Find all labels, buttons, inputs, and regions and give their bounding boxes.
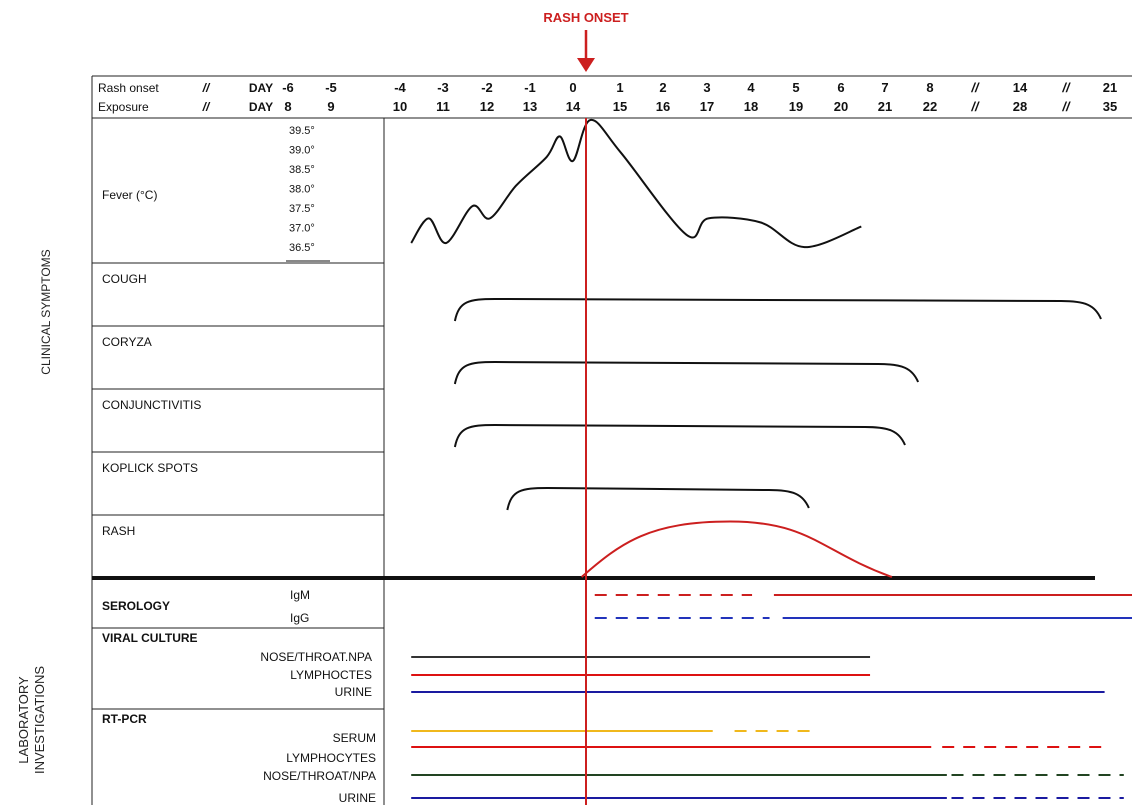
header-day-word: DAY xyxy=(249,100,273,114)
header-exposure-day: 18 xyxy=(744,99,758,114)
viral-culture-title: VIRAL CULTURE xyxy=(102,631,198,645)
header-exposure-day: 28 xyxy=(1013,99,1027,114)
fever-temp-label: 36.5° xyxy=(289,242,315,254)
rt-pcr-label-serum: SERUM xyxy=(333,731,376,745)
header-rash-day: // xyxy=(1061,80,1071,95)
serology-label-igg: IgG xyxy=(290,611,309,625)
viral-culture-label-npa: NOSE/THROAT.NPA xyxy=(260,650,372,664)
lab-label-line1: LABORATORY xyxy=(16,676,31,764)
header-rash-day: 14 xyxy=(1013,80,1028,95)
header-rash-day: -4 xyxy=(394,80,406,95)
header-exposure-day: 10 xyxy=(393,99,407,114)
rt-pcr-label-lymphocytes: LYMPHOCYTES xyxy=(286,751,376,765)
header-rash-onset-label: Rash onset xyxy=(98,81,159,95)
viral-culture-label-urine: URINE xyxy=(335,685,372,699)
symptom-duration-coryza xyxy=(453,360,920,385)
header-exposure-day: 20 xyxy=(834,99,848,114)
header-exposure-day: 8 xyxy=(284,99,291,114)
header-rash-day: -2 xyxy=(481,80,493,95)
header-gap-mark: // xyxy=(202,81,211,95)
symptom-label-koplick: KOPLICK SPOTS xyxy=(102,461,198,475)
symptom-label-conjunctivitis: CONJUNCTIVITIS xyxy=(102,398,201,412)
header-rash-day: // xyxy=(970,80,980,95)
header-exposure-day: 12 xyxy=(480,99,494,114)
rt-pcr-title: RT-PCR xyxy=(102,712,147,726)
fever-temp-label: 39.0° xyxy=(289,145,315,157)
header-rash-day: -3 xyxy=(437,80,449,95)
header-rash-day: 0 xyxy=(569,80,576,95)
header-exposure-label: Exposure xyxy=(98,100,149,114)
header-exposure-day: 35 xyxy=(1103,99,1117,114)
serology-title: SEROLOGY xyxy=(102,599,170,613)
header-exposure-day: 11 xyxy=(436,99,450,114)
header-exposure-day: 19 xyxy=(789,99,803,114)
table-grid xyxy=(91,75,1132,805)
lab-label-line2: INVESTIGATIONS xyxy=(32,666,47,774)
rash-label: RASH xyxy=(102,524,135,538)
header-rash-day: 3 xyxy=(703,80,710,95)
symptom-label-cough: COUGH xyxy=(102,272,147,286)
header-rash-day: 21 xyxy=(1103,80,1117,95)
symptom-rows: COUGH CORYZA CONJUNCTIVITIS KOPLICK SPOTS xyxy=(102,272,1102,511)
header-exposure-day: 13 xyxy=(523,99,537,114)
header-rash-day: 8 xyxy=(926,80,933,95)
symptom-duration-conjunctivitis xyxy=(453,423,906,448)
header-rash-day: 4 xyxy=(747,80,755,95)
fever-temperature-scale: 39.5° 39.0° 38.5° 38.0° 37.5° 37.0° 36.5° xyxy=(286,125,330,262)
serology-label-igm: IgM xyxy=(290,588,310,602)
fever-temp-label: 37.0° xyxy=(289,223,315,235)
header-exposure-day: 22 xyxy=(923,99,937,114)
header-rash-day: -5 xyxy=(325,80,337,95)
rash-onset-arrow-icon xyxy=(577,30,595,72)
header-rash-day: 2 xyxy=(659,80,666,95)
rash-curve xyxy=(580,520,893,578)
header-exposure-day: // xyxy=(970,99,980,114)
header-rash-day: 6 xyxy=(837,80,844,95)
header-day-columns: -6 -5 -4 -3 -2 -1 0 1 2 3 4 5 6 7 8//14//218 9 10 11 12 13 1… xyxy=(282,80,1117,114)
header-gap-mark: // xyxy=(202,100,211,114)
rt-pcr-label-urine2: URINE xyxy=(339,791,376,805)
header-exposure-day: 17 xyxy=(700,99,714,114)
header-exposure-day: 21 xyxy=(878,99,892,114)
header-rash-day: 7 xyxy=(881,80,888,95)
rt-pcr-label-npa2: NOSE/THROAT/NPA xyxy=(263,769,376,783)
header-day-word: DAY xyxy=(249,81,273,95)
header-exposure-day: 16 xyxy=(656,99,670,114)
lab-investigation-rows: IgM IgG NOSE/THROAT.NPA LYMPHOCTES URINE SERU… xyxy=(260,588,1132,805)
symptom-duration-koplick xyxy=(506,486,810,511)
header-exposure-day: 15 xyxy=(613,99,627,114)
symptom-duration-cough xyxy=(453,297,1102,322)
fever-temp-label: 38.5° xyxy=(289,164,315,176)
fever-curve xyxy=(410,118,862,249)
fever-label: Fever (°C) xyxy=(102,188,157,202)
header-exposure-day: 9 xyxy=(327,99,334,114)
header-rash-day: -1 xyxy=(524,80,536,95)
fever-temp-label: 37.5° xyxy=(289,203,315,215)
header-rash-day: 5 xyxy=(792,80,799,95)
viral-culture-label-lymph: LYMPHOCTES xyxy=(290,668,372,682)
header-rash-day: -6 xyxy=(282,80,294,95)
clinical-symptoms-label: CLINICAL SYMPTOMS xyxy=(39,249,53,374)
fever-temp-label: 38.0° xyxy=(289,184,315,196)
fever-temp-label: 39.5° xyxy=(289,125,315,137)
header-exposure-day: 14 xyxy=(566,99,581,114)
header-exposure-day: // xyxy=(1061,99,1071,114)
header-rash-day: 1 xyxy=(616,80,623,95)
rash-onset-marker-label: RASH ONSET xyxy=(543,10,628,25)
symptom-label-coryza: CORYZA xyxy=(102,335,152,349)
